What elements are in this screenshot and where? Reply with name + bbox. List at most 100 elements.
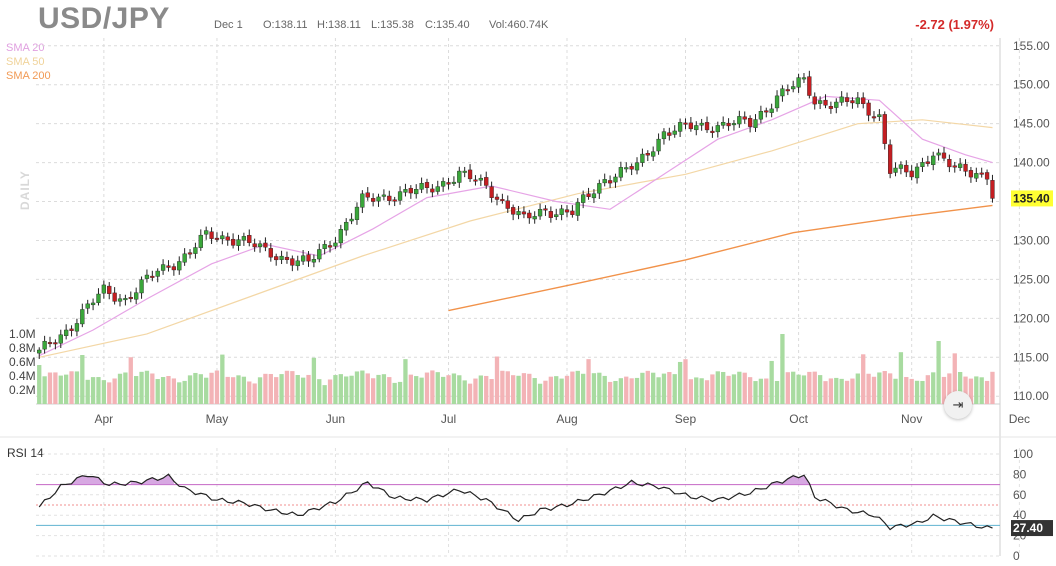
candle-up bbox=[322, 244, 327, 249]
month-tick-label: Jul bbox=[441, 412, 456, 426]
rsi-tick-label: 80 bbox=[1013, 467, 1027, 481]
candle-down bbox=[489, 186, 494, 198]
candle-down bbox=[968, 170, 974, 178]
volume-bar bbox=[424, 372, 430, 404]
candle-down bbox=[909, 170, 914, 178]
candle-down bbox=[904, 164, 909, 173]
volume-bar bbox=[85, 379, 90, 404]
candle-down bbox=[484, 177, 489, 186]
candle-up bbox=[931, 155, 936, 165]
volume-bar bbox=[968, 378, 974, 404]
candle-up bbox=[516, 211, 521, 216]
rsi-last-tag bbox=[1011, 520, 1053, 537]
candle-up bbox=[914, 166, 920, 179]
month-tick-label: Nov bbox=[901, 412, 922, 426]
rsi-tick-label: 100 bbox=[1013, 447, 1033, 461]
candle-down bbox=[947, 159, 952, 168]
volume-bar bbox=[214, 370, 220, 404]
volume-bar bbox=[737, 371, 742, 404]
candle-up bbox=[220, 235, 225, 240]
volume-bar bbox=[801, 375, 807, 404]
volume-bar bbox=[990, 371, 995, 404]
volume-bar bbox=[414, 376, 419, 404]
price-change: -2.72 (1.97%) bbox=[915, 17, 994, 32]
price-tick-label: 140.00 bbox=[1013, 156, 1050, 170]
candle-down bbox=[667, 132, 672, 136]
volume-bar bbox=[834, 377, 839, 404]
candle-up bbox=[241, 236, 247, 241]
candle-down bbox=[387, 195, 392, 201]
rsi-tick-label: 40 bbox=[1013, 508, 1027, 522]
candle-up bbox=[279, 255, 284, 260]
candle-up bbox=[344, 221, 349, 231]
rsi-overbought-fill bbox=[60, 475, 104, 485]
volume-bar bbox=[791, 371, 796, 404]
candle-up bbox=[694, 125, 699, 131]
candle-down bbox=[564, 209, 570, 213]
candle-down bbox=[47, 342, 53, 345]
volume-bar bbox=[925, 375, 930, 404]
volume-bar bbox=[543, 380, 548, 404]
volume-bar bbox=[123, 372, 128, 404]
volume-tick-label: 1.0M bbox=[9, 327, 36, 341]
volume-tick-label: 0.4M bbox=[9, 369, 36, 383]
candle-up bbox=[581, 194, 586, 203]
candle-down bbox=[166, 265, 171, 268]
candle-up bbox=[640, 153, 645, 163]
candle-up bbox=[817, 100, 823, 104]
candle-up bbox=[37, 349, 42, 354]
candle-down bbox=[284, 256, 290, 260]
volume-bar bbox=[510, 375, 516, 404]
volume-bar bbox=[871, 376, 877, 404]
volume-bar bbox=[931, 372, 936, 404]
volume-bar bbox=[408, 374, 413, 404]
volume-bar bbox=[42, 376, 47, 404]
candle-down bbox=[171, 266, 177, 271]
volume-bar bbox=[69, 371, 74, 404]
volume-bar bbox=[144, 370, 150, 404]
candle-down bbox=[984, 172, 990, 180]
sma200-line bbox=[448, 204, 993, 312]
candle-up bbox=[839, 96, 844, 103]
volume-bar bbox=[370, 378, 376, 404]
candle-up bbox=[898, 164, 904, 169]
volume-bar bbox=[225, 376, 230, 404]
candle-up bbox=[602, 179, 607, 184]
candle-up bbox=[613, 176, 618, 183]
price-tick-label: 150.00 bbox=[1013, 78, 1050, 92]
candle-up bbox=[834, 101, 839, 108]
volume-bar bbox=[187, 375, 193, 404]
volume-bar bbox=[505, 371, 510, 404]
volume-bar bbox=[112, 378, 117, 404]
volume-bar bbox=[107, 382, 112, 404]
candle-down bbox=[521, 211, 527, 215]
volume-bar bbox=[677, 361, 683, 404]
candle-down bbox=[882, 114, 887, 144]
candle-up bbox=[855, 97, 860, 105]
candle-up bbox=[80, 309, 85, 325]
candle-up bbox=[958, 163, 963, 168]
volume-bar bbox=[855, 373, 860, 404]
candle-down bbox=[785, 89, 790, 92]
month-tick-label: Sep bbox=[675, 412, 697, 426]
volume-bar bbox=[651, 372, 656, 404]
volume-bar bbox=[494, 356, 500, 404]
candle-down bbox=[645, 153, 650, 156]
month-tick-label: Apr bbox=[95, 412, 114, 426]
month-tick-label: May bbox=[206, 412, 229, 426]
volume-bar bbox=[575, 370, 580, 404]
candle-up bbox=[419, 183, 424, 190]
volume-bar bbox=[247, 381, 252, 404]
volume-bar bbox=[721, 371, 726, 404]
candle-up bbox=[936, 152, 941, 156]
candle-up bbox=[134, 292, 139, 300]
candle-down bbox=[828, 106, 834, 109]
volume-bar bbox=[963, 376, 968, 404]
volume-bar bbox=[117, 373, 123, 404]
volume-bar bbox=[446, 375, 451, 404]
volume-bar bbox=[527, 373, 532, 404]
candle-up bbox=[532, 216, 537, 220]
candle-down bbox=[69, 328, 74, 331]
go-to-latest-button[interactable]: ⇥ bbox=[944, 391, 972, 419]
